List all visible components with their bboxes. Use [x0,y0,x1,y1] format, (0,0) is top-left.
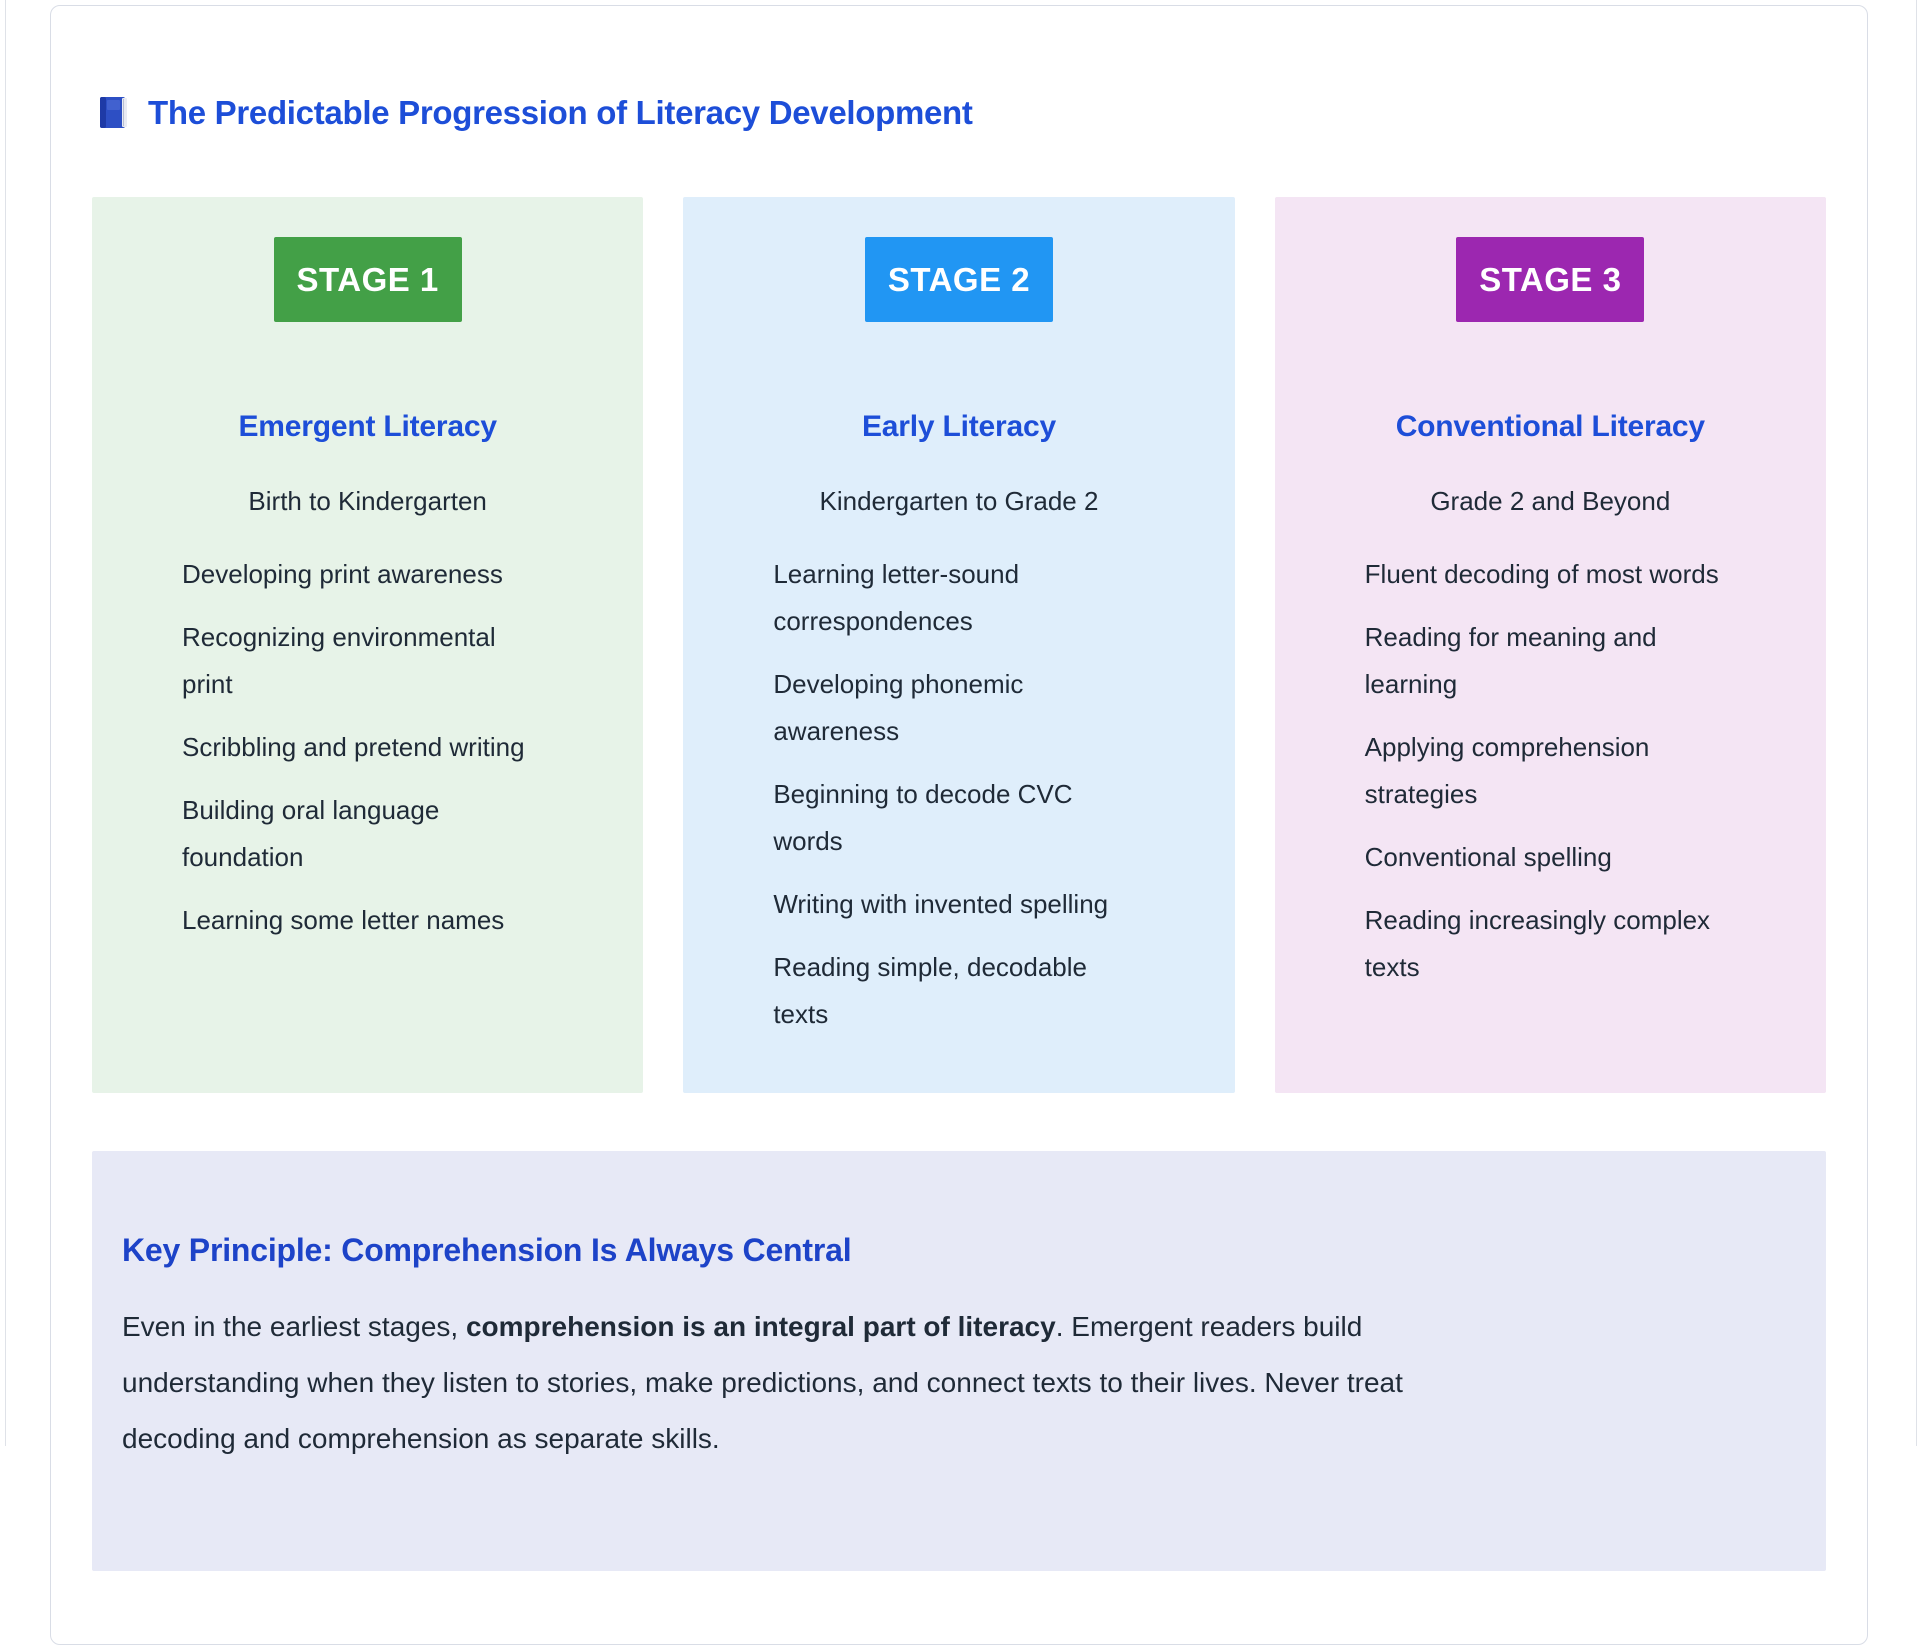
list-item: Conventional spelling [1364,842,1612,872]
stage-2-badge: STAGE 2 [864,237,1054,322]
list-item: Learning letter-sound correspondences [773,559,1020,636]
key-principle-heading: Key Principle: Comprehension Is Always C… [122,1232,852,1268]
list-item: Reading for meaning and learning [1364,622,1657,699]
stage-1-subtitle: Birth to Kindergarten [248,486,487,516]
stage-3-heading: Conventional Literacy [1395,410,1705,443]
stage-card-2: STAGE 2 Early Literacy Kindergarten to G… [683,197,1235,1093]
right-edge-divider [1916,0,1917,1446]
stage-2-subtitle: Kindergarten to Grade 2 [819,486,1099,516]
list-item: Reading simple, decodable texts [773,952,1087,1029]
stage-1-list: Developing print awareness Recognizing e… [134,551,601,944]
stage-3-list: Fluent decoding of most words Reading fo… [1317,551,1784,991]
paragraph-line-2: understanding when they listen to storie… [122,1367,1403,1398]
list-item: Applying comprehension strategies [1364,732,1650,809]
list-item: Building oral language foundation [182,795,440,872]
blue-book-icon [100,97,127,128]
stage-2-list: Learning letter-sound correspondences De… [725,551,1192,1038]
key-principle-panel: Key Principle: Comprehension Is Always C… [92,1151,1826,1571]
list-item: Writing with invented spelling [773,889,1109,919]
document-container: The Predictable Progression of Literacy … [50,5,1868,1645]
page-title-row: The Predictable Progression of Literacy … [94,93,1826,133]
list-item: Developing phonemic awareness [773,669,1024,746]
key-principle-paragraph: Even in the earliest stages, comprehensi… [122,1299,1796,1467]
stage-card-1: STAGE 1 Emergent Literacy Birth to Kinde… [92,197,644,1093]
list-item: Learning some letter names [182,905,505,935]
stage-3-subtitle: Grade 2 and Beyond [1430,486,1671,516]
stage-2-heading: Early Literacy [861,410,1056,443]
list-item: Fluent decoding of most words [1364,559,1719,589]
stage-3-badge: STAGE 3 [1456,237,1645,322]
paragraph-text: Even in the earliest stages, [122,1311,466,1342]
stage-cards-grid: STAGE 1 Emergent Literacy Birth to Kinde… [92,197,1826,1093]
left-edge-divider [5,0,6,1446]
list-item: Beginning to decode CVC words [773,779,1073,856]
list-item: Developing print awareness [182,559,503,589]
list-item: Recognizing environmental print [182,622,496,699]
paragraph-line-1: Even in the earliest stages, comprehensi… [122,1299,1796,1355]
paragraph-text: . Emergent readers build [1055,1311,1363,1342]
stage-card-3: STAGE 3 Conventional Literacy Grade 2 an… [1274,197,1826,1093]
page-title: The Predictable Progression of Literacy … [148,94,973,131]
paragraph-line-3: decoding and comprehension as separate s… [122,1423,720,1454]
list-item: Reading increasingly complex texts [1364,905,1711,982]
list-item: Scribbling and pretend writing [182,732,525,762]
stage-1-heading: Emergent Literacy [238,410,497,443]
paragraph-bold-text: comprehension is an integral part of lit… [465,1311,1056,1342]
stage-1-badge: STAGE 1 [273,237,462,322]
